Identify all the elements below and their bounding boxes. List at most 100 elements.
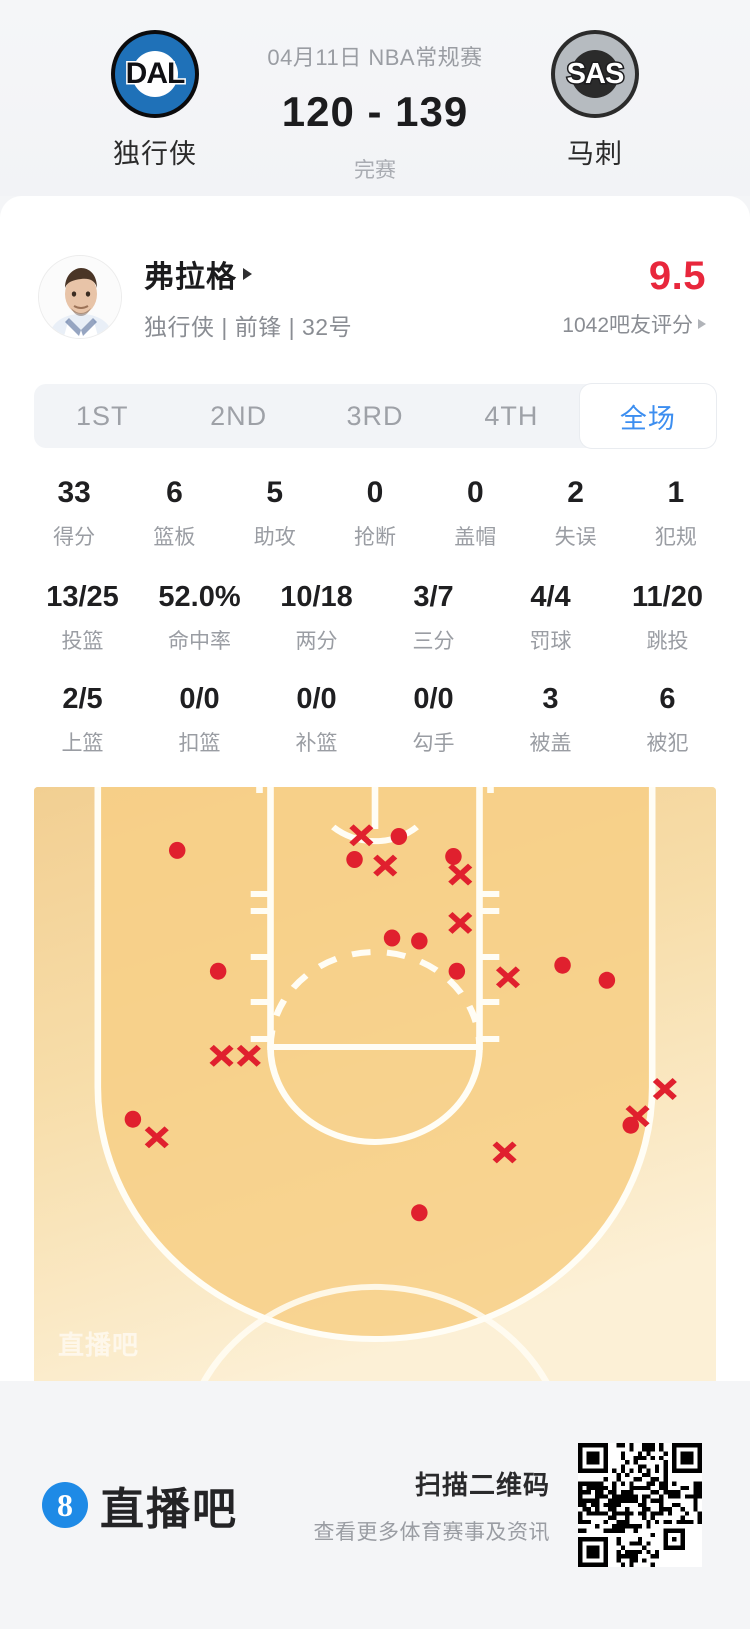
stat-value: 2 (567, 476, 584, 509)
stat-label: 两分 (295, 630, 338, 653)
stat-rebounds: 6 篮板 (124, 476, 224, 551)
tab-full-game[interactable]: 全场 (579, 384, 717, 448)
chevron-right-icon (243, 268, 252, 280)
stat-two-pointers: 10/18 两分 (258, 581, 375, 655)
brand-name: 直播吧 (100, 1485, 238, 1534)
home-team-abbr: DAL (124, 56, 187, 92)
qr-title: 扫描二维码 (414, 1469, 550, 1500)
tab-2nd[interactable]: 2ND (210, 400, 268, 431)
stat-blocks: 0 盖帽 (425, 476, 525, 551)
stat-label: 扣篮 (178, 732, 221, 755)
chevron-right-small-icon (698, 318, 706, 329)
shot-chart[interactable]: 直播吧 (34, 787, 716, 1391)
stat-fouls-drawn: 6 被犯 (609, 683, 726, 757)
stat-putbacks: 0/0 补篮 (258, 683, 375, 757)
stat-label: 勾手 (412, 732, 455, 755)
rating-label: 1042吧友评分 (562, 313, 693, 337)
made-shot-dot (445, 848, 462, 865)
stat-value: 11/20 (632, 581, 703, 613)
stat-value: 10/18 (280, 581, 353, 613)
stat-value: 2/5 (62, 683, 103, 715)
away-team-name: 马刺 (567, 139, 623, 169)
stat-value: 0/0 (413, 683, 454, 715)
missed-shot-cross (448, 863, 473, 886)
missed-shot-cross (492, 1141, 517, 1164)
rating-value: 9.5 (648, 253, 706, 298)
qr-code-icon (578, 1443, 702, 1567)
stat-value: 0 (466, 476, 484, 509)
stat-label: 投篮 (61, 630, 104, 653)
stats-row-shot-types: 2/5 上篮 0/0 扣篮 0/0 补篮 0/0 勾手 3 被盖 6 被犯 (0, 683, 750, 757)
stat-label: 助攻 (253, 526, 296, 549)
court-diagram (34, 787, 716, 1391)
stat-value: 33 (57, 476, 91, 509)
stat-three-pointers: 3/7 三分 (375, 581, 492, 655)
missed-shot-cross (349, 824, 374, 847)
tab-1st[interactable]: 1ST (75, 400, 129, 431)
stat-turnovers: 2 失误 (525, 476, 625, 551)
stat-fouls: 1 犯规 (626, 476, 726, 551)
avatar (38, 255, 122, 339)
stat-label: 被犯 (646, 732, 689, 755)
made-shot-dot (598, 971, 616, 989)
stat-label: 盖帽 (454, 526, 497, 549)
match-status: 完赛 (354, 159, 396, 182)
made-shot-dot (209, 962, 227, 980)
shot-markers (124, 824, 677, 1222)
home-team-logo: DAL (111, 30, 199, 118)
qr-subtitle: 查看更多体育赛事及资讯 (313, 1520, 550, 1544)
made-shot-dot (554, 956, 571, 974)
tab-4th[interactable]: 4TH (484, 400, 539, 431)
footer: 8 直播吧 扫描二维码 查看更多体育赛事及资讯 (0, 1381, 750, 1629)
tab-3rd[interactable]: 3RD (346, 400, 404, 431)
home-team[interactable]: DAL 独行侠 (60, 30, 250, 171)
stat-layups: 2/5 上篮 (24, 683, 141, 757)
stat-value: 13/25 (46, 581, 119, 613)
player-row[interactable]: 弗拉格 独行侠 | 前锋 | 32号 9.5 1042吧友评分 (0, 230, 750, 350)
stat-field-goal-pct: 52.0% 命中率 (141, 581, 258, 655)
stat-label: 犯规 (654, 526, 697, 549)
made-shot-dot (411, 1204, 428, 1222)
stat-value: 5 (266, 476, 284, 509)
stat-label: 上篮 (61, 732, 104, 755)
rating-block[interactable]: 9.5 1042吧友评分 (562, 256, 710, 339)
brand-badge-icon: 8 (42, 1482, 88, 1528)
stat-label: 失误 (554, 526, 597, 549)
missed-shot-cross (448, 911, 473, 934)
made-shot-dot (390, 828, 408, 845)
player-info: 弗拉格 独行侠 | 前锋 | 32号 (144, 252, 562, 342)
made-shot-dot (346, 851, 363, 868)
stat-label: 跳投 (646, 630, 689, 653)
made-shot-dot (411, 932, 428, 950)
shot-chart-watermark: 直播吧 (58, 1330, 140, 1360)
stat-value: 3/7 (413, 581, 454, 613)
stat-value: 52.0% (158, 581, 241, 613)
qr-block[interactable]: 扫描二维码 查看更多体育赛事及资讯 (313, 1443, 702, 1567)
player-meta: 独行侠 | 前锋 | 32号 (144, 314, 353, 340)
match-date: 04月11日 NBA常规赛 (267, 45, 483, 70)
stat-hook-shots: 0/0 勾手 (375, 683, 492, 757)
missed-shot-cross (209, 1044, 234, 1067)
stats-row-basic: 33 得分 6 篮板 5 助攻 0 抢断 0 盖帽 2 失误 (0, 476, 750, 551)
stat-value: 0 (366, 476, 384, 509)
missed-shot-cross (625, 1105, 650, 1128)
brand-block[interactable]: 8 直播吧 (42, 1473, 314, 1537)
stat-label: 被盖 (529, 732, 572, 755)
away-team-logo: SAS (551, 30, 639, 118)
stat-label: 得分 (53, 526, 96, 549)
missed-shot-cross (652, 1078, 677, 1100)
qr-code[interactable] (578, 1443, 702, 1567)
stat-steals: 0 抢断 (325, 476, 425, 551)
stat-label: 补篮 (295, 732, 338, 755)
rating-label-row: 1042吧友评分 (562, 309, 706, 339)
stat-value: 0/0 (179, 683, 220, 715)
player-name-line[interactable]: 弗拉格 (144, 252, 562, 296)
stat-label: 篮板 (153, 526, 196, 549)
away-team[interactable]: SAS 马刺 (500, 30, 690, 171)
missed-shot-cross (236, 1044, 261, 1067)
player-portrait-icon (39, 256, 121, 338)
sas-logo-icon: SAS (551, 30, 639, 118)
stat-shots-blocked: 3 被盖 (492, 683, 609, 757)
stat-value: 1 (667, 476, 685, 509)
player-stats-card: 弗拉格 独行侠 | 前锋 | 32号 9.5 1042吧友评分 1ST 2ND … (0, 196, 750, 1391)
